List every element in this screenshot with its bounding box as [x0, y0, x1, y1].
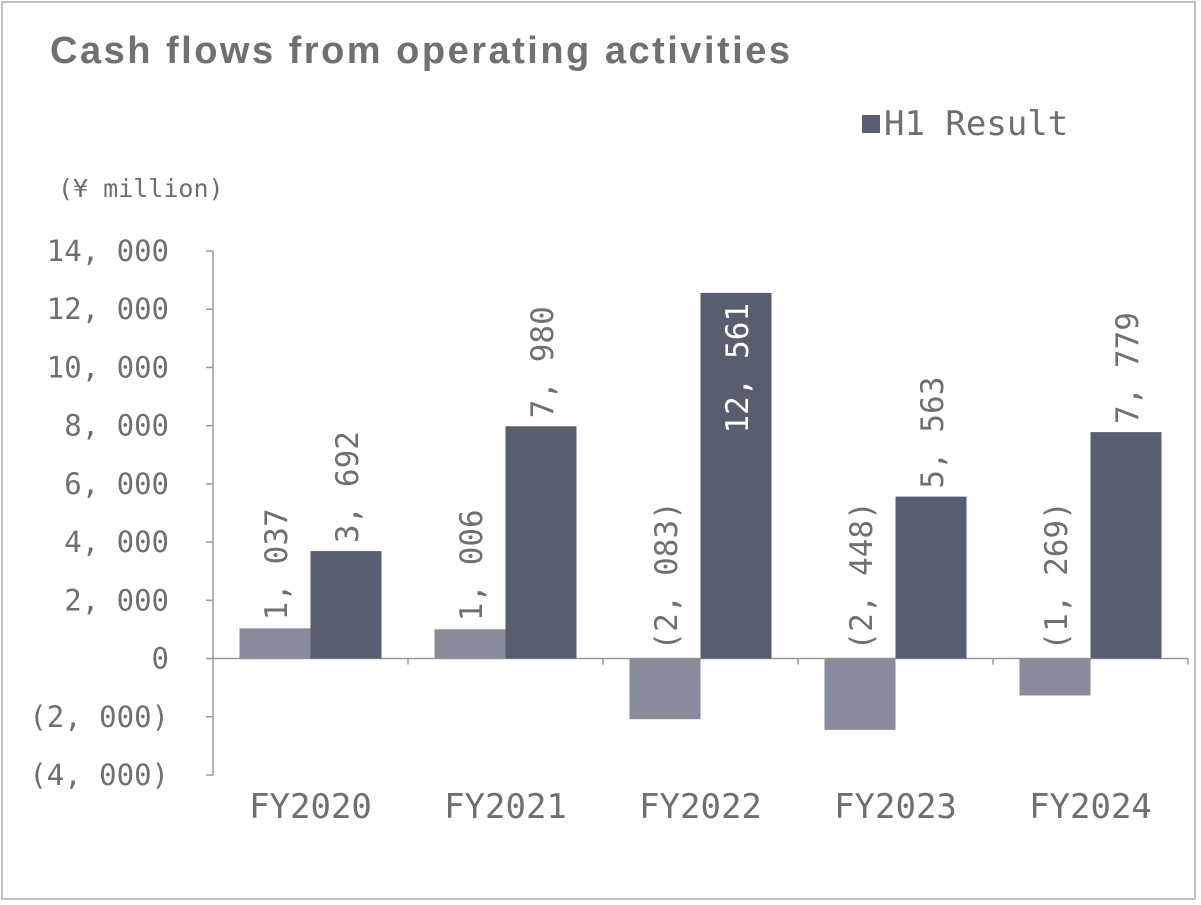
legend: H1 Result [862, 104, 1068, 144]
legend-swatch-h1-result [862, 115, 880, 133]
y-axis-unit-label: (¥ million) [58, 174, 224, 203]
y-tick-label: 6, 000 [64, 467, 169, 501]
bar-series-1-fy2023 [824, 658, 896, 730]
y-tick-label: 12, 000 [47, 292, 169, 326]
legend-label-h1-result: H1 Result [884, 104, 1069, 144]
data-label: 7, 779 [1110, 312, 1146, 424]
y-tick-label: 2, 000 [64, 583, 169, 617]
y-tick-label: 10, 000 [47, 350, 169, 384]
data-label: 5, 563 [915, 377, 951, 489]
x-category-label: FY2022 [639, 787, 762, 827]
bar-h1-result-fy2023 [895, 496, 967, 659]
y-tick-label: 14, 000 [47, 234, 169, 268]
bar-series-1-fy2021 [434, 629, 506, 659]
x-category-label: FY2021 [444, 787, 567, 827]
bar-h1-result-fy2020 [310, 551, 382, 659]
y-tick-label: 4, 000 [64, 525, 169, 559]
data-label: 1, 006 [454, 509, 490, 621]
bar-series-1-fy2022 [629, 658, 701, 720]
data-label: 12, 561 [720, 303, 756, 434]
data-label: 7, 980 [525, 306, 561, 418]
bar-series-1-fy2024 [1019, 658, 1091, 696]
y-tick-label: (2, 000) [29, 700, 169, 734]
bar-h1-result-fy2021 [505, 426, 577, 659]
x-category-label: FY2024 [1029, 787, 1152, 827]
bar-h1-result-fy2024 [1090, 432, 1162, 659]
y-tick-label: 0 [152, 642, 169, 676]
y-tick-label: (4, 000) [29, 758, 169, 792]
data-label: (1, 269) [1039, 501, 1075, 650]
x-category-label: FY2020 [249, 787, 372, 827]
data-label: (2, 448) [844, 501, 880, 650]
bar-h1-result-fy2022 [700, 292, 772, 659]
chart-title: Cash flows from operating activities [50, 30, 793, 72]
x-category-label: FY2023 [834, 787, 957, 827]
bar-series-1-fy2020 [239, 628, 311, 659]
data-label: 1, 037 [259, 508, 295, 620]
data-label: 3, 692 [330, 431, 366, 543]
y-tick-label: 8, 000 [64, 409, 169, 443]
data-label: (2, 083) [649, 501, 685, 650]
